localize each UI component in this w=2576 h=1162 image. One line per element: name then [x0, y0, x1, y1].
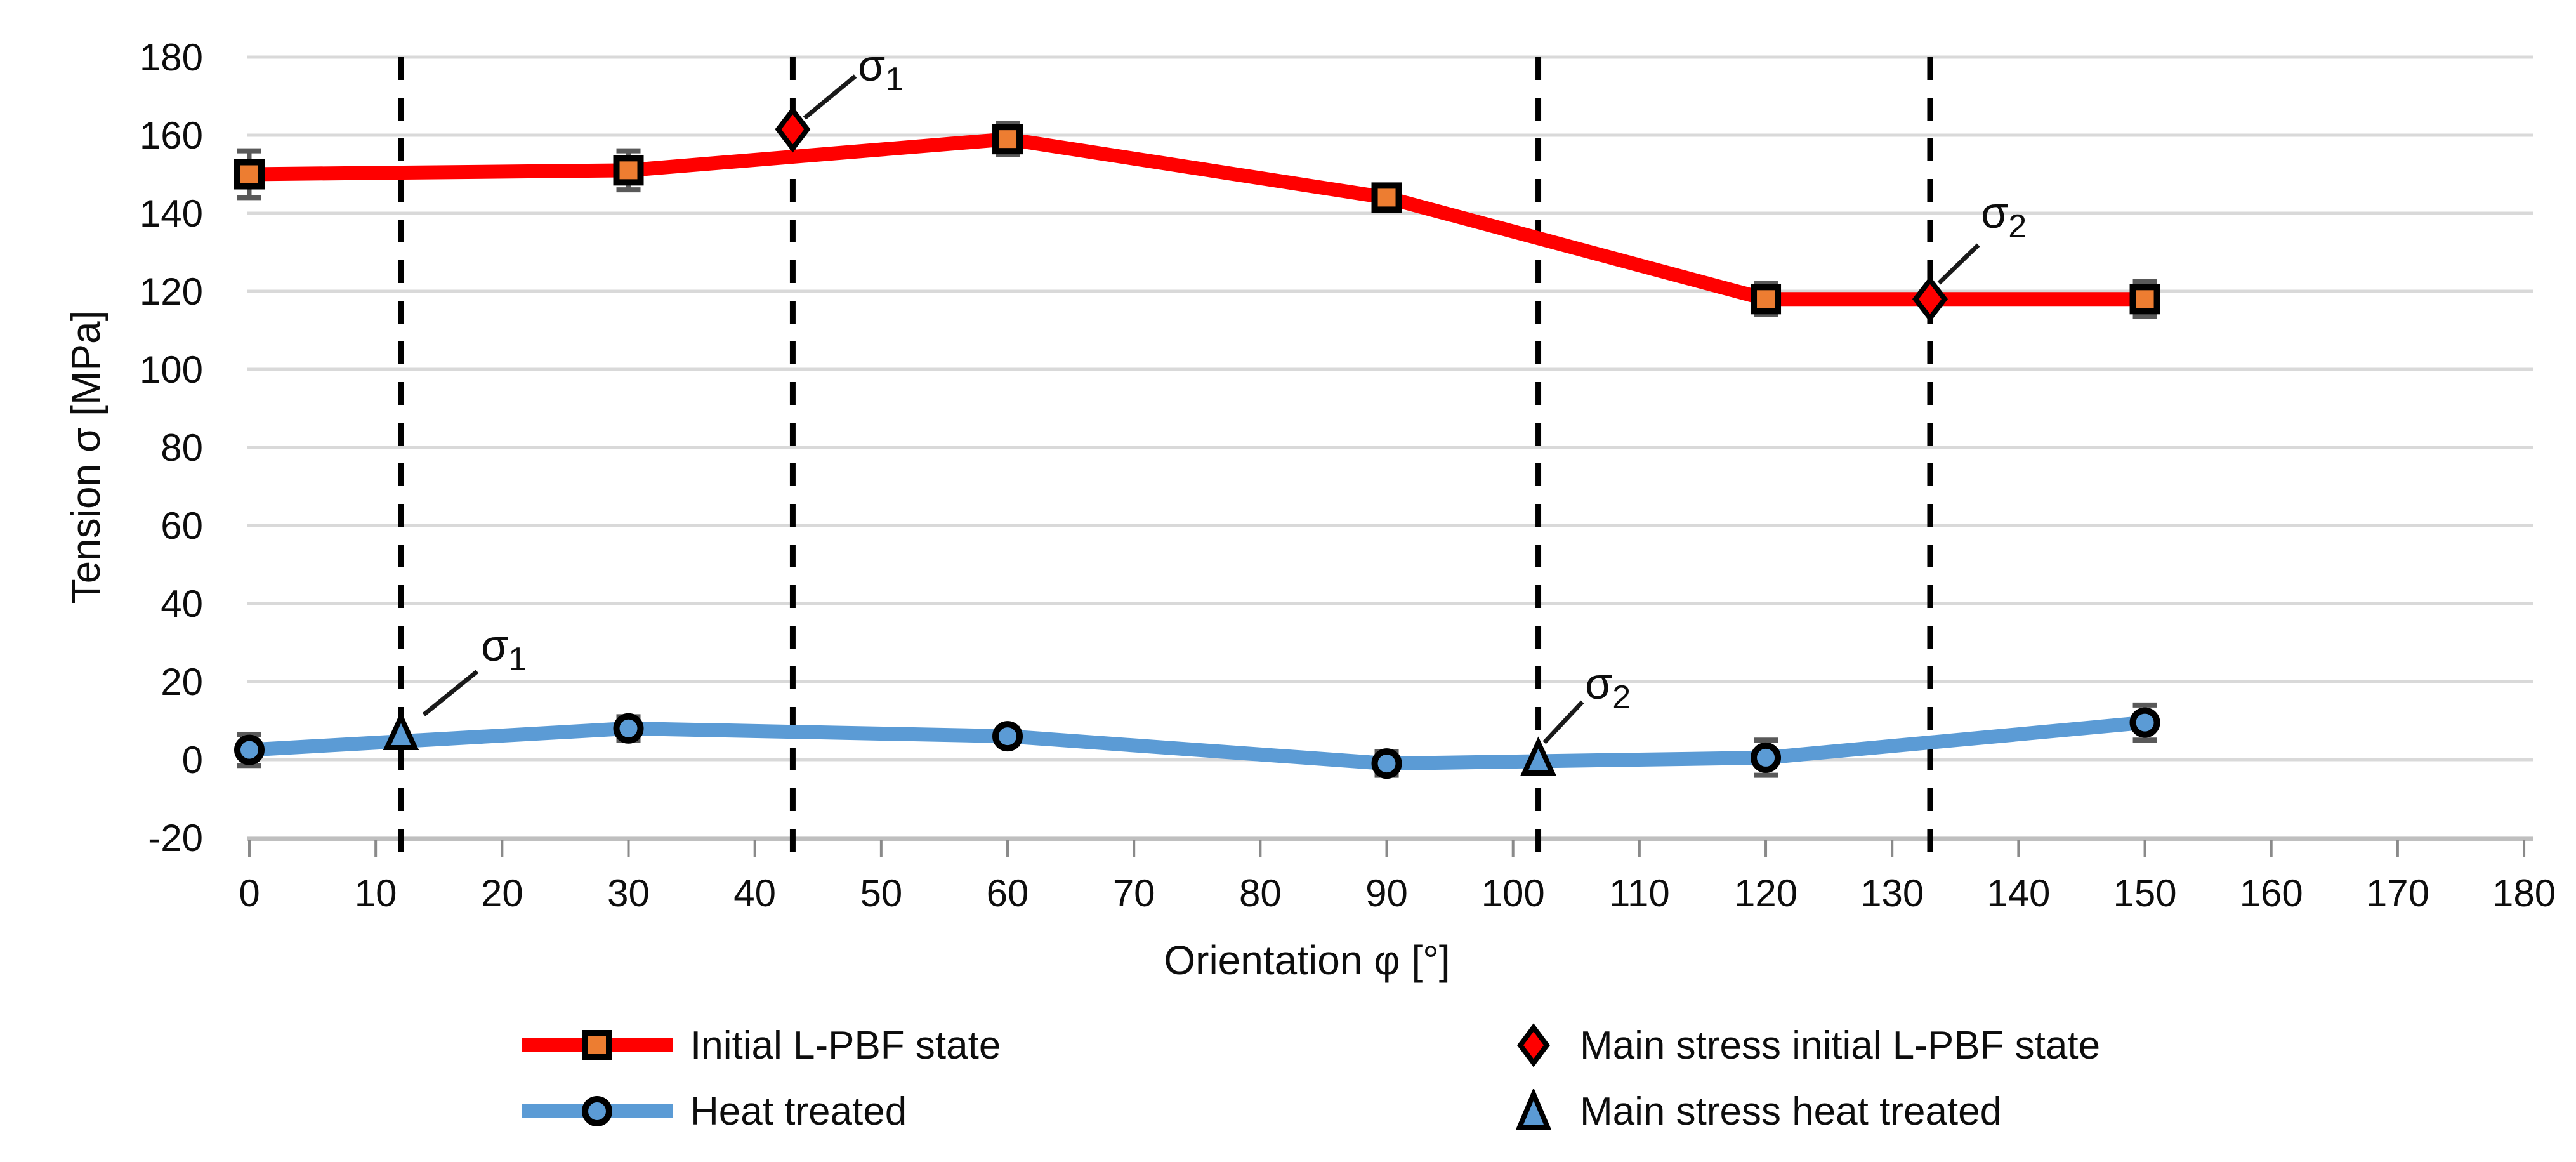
annotation-leader-line: [1542, 700, 1584, 744]
annotation-leader-line: [422, 670, 479, 716]
sigma-annotation: σ2: [1585, 659, 1631, 716]
x-axis-title: Orientation φ [°]: [1164, 937, 1450, 983]
x-tick-label: 20: [481, 872, 523, 914]
series-line-initial-l-pbf-state: [249, 132, 2145, 307]
y-axis-title: Tension σ [MPa]: [63, 310, 108, 604]
marker-triangle: [383, 711, 419, 751]
x-tick-label: 40: [733, 872, 776, 914]
legend-label: Initial L-PBF state: [690, 1023, 1001, 1067]
x-tick-label: 10: [355, 872, 397, 914]
marker-square: [234, 159, 265, 190]
y-tick-label: 80: [161, 426, 203, 469]
y-tick-label: 100: [140, 348, 203, 391]
y-tick-label: 20: [161, 661, 203, 703]
x-tick-label: 50: [860, 872, 902, 914]
legend-label: Heat treated: [690, 1089, 907, 1133]
marker-square: [613, 155, 644, 186]
marker-square: [1371, 182, 1402, 213]
sigma-annotation: σ1: [481, 621, 527, 678]
y-tick-label: 120: [140, 270, 203, 313]
annotation-leader-line: [1937, 243, 1980, 285]
legend-item-heat-treated: Heat treated: [522, 1089, 907, 1133]
y-tick-label: -20: [148, 817, 203, 859]
y-tick-label: 160: [140, 114, 203, 157]
sigma-annotation: σ2: [1981, 188, 2027, 245]
legend-label: Main stress heat treated: [1580, 1089, 2002, 1133]
series-line-heat-treated: [249, 715, 2146, 771]
x-tick-label: 140: [1987, 872, 2050, 914]
marker-circle: [1371, 748, 1402, 779]
x-tick-label: 130: [1860, 872, 1924, 914]
x-tick-label: 160: [2240, 872, 2303, 914]
x-tick-label: 120: [1734, 872, 1797, 914]
x-tick-label: 110: [1609, 872, 1670, 914]
y-tick-label: 180: [140, 36, 203, 79]
legend-symbol-red-diamond: [1517, 1023, 1550, 1067]
legend-item-main-stress-initial: Main stress initial L-PBF state: [1505, 1023, 2100, 1067]
legend-item-main-stress-heat: Main stress heat treated: [1505, 1089, 2002, 1133]
legend-label: Main stress initial L-PBF state: [1580, 1023, 2101, 1067]
marker-circle: [1751, 742, 1782, 773]
x-tick-label: 60: [987, 872, 1029, 914]
x-tick-label: 80: [1239, 872, 1282, 914]
marker-square: [1751, 284, 1782, 315]
annotation-leader-line: [803, 74, 857, 120]
marker-square: [2129, 284, 2160, 315]
y-tick-label: 0: [182, 739, 203, 781]
marker-diamond: [1912, 275, 1948, 322]
x-tick-label: 90: [1365, 872, 1408, 914]
y-tick-label: 140: [140, 192, 203, 235]
marker-circle: [234, 734, 265, 765]
y-tick-label: 40: [161, 583, 203, 625]
legend-symbol-red-line-square: [522, 1030, 673, 1060]
legend-item-initial-l-pbf-state: Initial L-PBF state: [522, 1023, 1001, 1067]
x-tick-label: 30: [607, 872, 650, 914]
x-tick-label: 170: [2366, 872, 2429, 914]
sigma-annotation: σ1: [858, 41, 904, 98]
y-tick-label: 60: [161, 505, 203, 547]
marker-square: [992, 124, 1023, 155]
marker-circle: [613, 713, 644, 744]
x-tick-label: 100: [1482, 872, 1545, 914]
x-tick-label: 0: [239, 872, 260, 914]
marker-circle: [2129, 707, 2160, 738]
marker-triangle: [1520, 736, 1556, 776]
legend-symbol-blue-line-circle: [522, 1096, 673, 1126]
x-tick-label: 70: [1113, 872, 1155, 914]
marker-circle: [992, 721, 1023, 752]
legend-symbol-blue-triangle: [1515, 1089, 1552, 1130]
marker-diamond: [775, 106, 811, 153]
x-tick-label: 150: [2113, 872, 2176, 914]
x-tick-label: 180: [2492, 872, 2556, 914]
